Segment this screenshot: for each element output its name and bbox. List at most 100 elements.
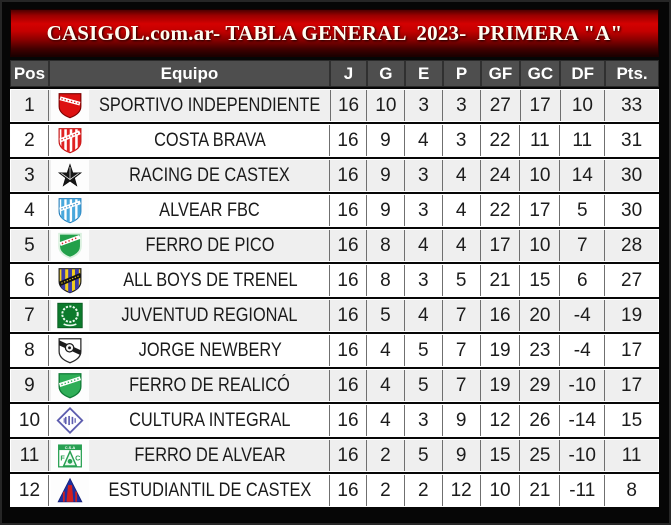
cultura-integral-badge-icon [50, 405, 89, 436]
stat-points: 27 [604, 265, 658, 296]
stat-won: 8 [365, 265, 404, 296]
team-name-label: ALVEAR FBC [159, 200, 261, 221]
table-row: 4 ALVEAR FBC 16 9 3 4 22 17 5 30 [10, 194, 659, 227]
stat-lost: 7 [441, 300, 480, 331]
stat-drawn: 3 [403, 405, 442, 436]
team-name: ESTUDIANTIL DE CASTEX [91, 475, 329, 506]
stat-played: 16 [329, 370, 366, 401]
stat-goal-diff: -10 [559, 440, 604, 471]
table-row: 3 RACING DE CASTEX 16 9 3 4 24 10 14 30 [10, 159, 659, 192]
position-value: 12 [18, 480, 41, 501]
stat-drawn: 5 [403, 370, 442, 401]
stat-won: 4 [365, 335, 404, 366]
stat-played: 16 [329, 265, 366, 296]
stat-played: 16 [329, 335, 366, 366]
stat-goals-against: 26 [519, 405, 559, 436]
team-name: CULTURA INTEGRAL [91, 405, 329, 436]
team-badge-cell [47, 370, 91, 401]
stat-played: 16 [329, 405, 366, 436]
stat-played: 16 [329, 475, 366, 506]
stat-goals-for: 22 [479, 125, 520, 156]
stat-lost: 3 [442, 90, 480, 121]
stat-goal-diff: 14 [559, 160, 604, 191]
stat-points: 8 [604, 475, 658, 506]
stat-goals-for: 16 [479, 300, 520, 331]
team-name: ALVEAR FBC [91, 195, 329, 226]
svg-text:C.S.A: C.S.A [65, 445, 76, 450]
position-value: 1 [24, 95, 35, 116]
stat-goals-for: 17 [479, 230, 520, 261]
ferro-de-realico-badge-icon [50, 370, 89, 401]
stat-won: 2 [365, 440, 404, 471]
stat-won: 9 [365, 125, 404, 156]
stat-played: 16 [329, 230, 366, 261]
stat-goals-for: 21 [479, 265, 520, 296]
team-name: FERRO DE ALVEAR [91, 440, 329, 471]
stat-lost: 5 [441, 265, 480, 296]
header-points: Pts. [604, 61, 658, 86]
stat-points: 17 [604, 370, 658, 401]
jorge-newbery-badge-icon [50, 335, 89, 366]
team-badge-cell [47, 90, 91, 121]
stat-played: 16 [329, 440, 366, 471]
stat-goals-for: 19 [479, 335, 520, 366]
team-badge-cell: C.S.A F C [47, 440, 91, 471]
stat-goal-diff: 5 [559, 195, 604, 226]
stat-goals-against: 21 [519, 475, 559, 506]
sportivo-independiente-badge-icon [50, 90, 89, 121]
position-value: 5 [24, 235, 35, 256]
stat-goal-diff: -10 [559, 370, 604, 401]
stat-played: 16 [329, 90, 367, 121]
team-name: JUVENTUD REGIONAL [91, 300, 329, 331]
team-name: RACING DE CASTEX [91, 160, 329, 191]
stat-goals-against: 23 [519, 335, 559, 366]
position-value: 3 [24, 165, 35, 186]
stat-goal-diff: -4 [559, 300, 604, 331]
stat-drawn: 4 [403, 125, 442, 156]
stat-won: 8 [365, 230, 404, 261]
stat-goals-against: 29 [519, 370, 559, 401]
stat-drawn: 4 [403, 300, 442, 331]
team-name-label: JUVENTUD REGIONAL [121, 305, 298, 326]
stat-won: 9 [365, 160, 404, 191]
stat-points: 17 [604, 335, 658, 366]
stat-points: 30 [604, 160, 658, 191]
stat-won: 9 [365, 195, 404, 226]
table-row: 11 C.S.A F C FERRO DE ALVEAR 16 2 5 9 15 2… [10, 439, 659, 472]
team-badge-cell [47, 300, 91, 331]
team-name-label: COSTA BRAVA [154, 130, 266, 151]
stat-won: 10 [366, 90, 404, 121]
stat-lost: 4 [441, 160, 480, 191]
svg-text:F: F [60, 453, 65, 462]
table-row: 12 ESTUDIANTIL DE CASTEX 16 2 2 12 10 21… [10, 474, 659, 507]
table-title: CASIGOL.com.ar- TABLA GENERAL 2023- PRIM… [46, 20, 623, 45]
team-name-label: FERRO DE ALVEAR [134, 445, 286, 466]
table-row: 6 ALL BOYS DE TRENEL 16 8 3 5 21 15 6 27 [10, 264, 659, 297]
stat-points: 19 [604, 300, 658, 331]
header-goals-against: GC [519, 61, 559, 86]
stat-goal-diff: -4 [559, 335, 604, 366]
position-value: 9 [24, 375, 35, 396]
stat-drawn: 3 [404, 90, 442, 121]
team-name: JORGE NEWBERY [91, 335, 329, 366]
stat-drawn: 2 [403, 475, 442, 506]
team-badge-cell [47, 160, 91, 191]
stat-lost: 4 [441, 230, 480, 261]
table-title-banner: CASIGOL.com.ar- TABLA GENERAL 2023- PRIM… [10, 9, 659, 57]
team-badge-cell [47, 230, 91, 261]
stat-goal-diff: 7 [559, 230, 604, 261]
position-value: 7 [24, 305, 35, 326]
stat-lost: 3 [441, 125, 480, 156]
team-badge-cell [47, 265, 91, 296]
stat-points: 28 [604, 230, 658, 261]
stat-lost: 9 [441, 405, 480, 436]
header-equipo: Equipo [47, 61, 329, 86]
stat-drawn: 4 [403, 230, 442, 261]
team-name: COSTA BRAVA [91, 125, 329, 156]
stat-goal-diff: -14 [559, 405, 604, 436]
ferro-de-alvear-badge-icon: C.S.A F C [50, 440, 89, 471]
all-boys-de-trenel-badge-icon [50, 265, 89, 296]
stat-points: 31 [604, 125, 658, 156]
stat-lost: 4 [441, 195, 480, 226]
stat-goals-for: 24 [479, 160, 520, 191]
